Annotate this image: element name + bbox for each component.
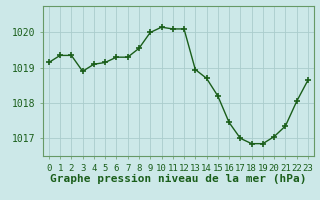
X-axis label: Graphe pression niveau de la mer (hPa): Graphe pression niveau de la mer (hPa)	[50, 174, 307, 184]
